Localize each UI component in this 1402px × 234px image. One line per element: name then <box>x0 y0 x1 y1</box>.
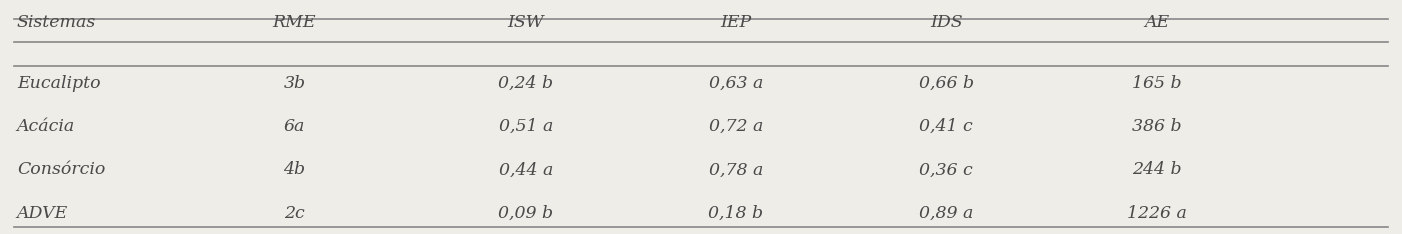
Text: Eucalipto: Eucalipto <box>17 75 101 92</box>
Text: 0,44 a: 0,44 a <box>499 161 552 179</box>
Text: ISW: ISW <box>508 14 544 31</box>
Text: 0,36 c: 0,36 c <box>920 161 973 179</box>
Text: 165 b: 165 b <box>1131 75 1182 92</box>
Text: 6a: 6a <box>283 118 306 135</box>
Text: 1226 a: 1226 a <box>1127 205 1186 222</box>
Text: RME: RME <box>272 14 317 31</box>
Text: 2c: 2c <box>285 205 304 222</box>
Text: 0,89 a: 0,89 a <box>920 205 973 222</box>
Text: 0,09 b: 0,09 b <box>498 205 554 222</box>
Text: 3b: 3b <box>283 75 306 92</box>
Text: IDS: IDS <box>930 14 963 31</box>
Text: 0,41 c: 0,41 c <box>920 118 973 135</box>
Text: 4b: 4b <box>283 161 306 179</box>
Text: 386 b: 386 b <box>1131 118 1182 135</box>
Text: 244 b: 244 b <box>1131 161 1182 179</box>
Text: IEP: IEP <box>721 14 751 31</box>
Text: Acácia: Acácia <box>17 118 76 135</box>
Text: 0,24 b: 0,24 b <box>498 75 554 92</box>
Text: AE: AE <box>1144 14 1169 31</box>
Text: 0,78 a: 0,78 a <box>709 161 763 179</box>
Text: Consórcio: Consórcio <box>17 161 105 179</box>
Text: 0,72 a: 0,72 a <box>709 118 763 135</box>
Text: 0,63 a: 0,63 a <box>709 75 763 92</box>
Text: ADVE: ADVE <box>17 205 69 222</box>
Text: 0,66 b: 0,66 b <box>918 75 974 92</box>
Text: 0,51 a: 0,51 a <box>499 118 552 135</box>
Text: 0,18 b: 0,18 b <box>708 205 764 222</box>
Text: Sistemas: Sistemas <box>17 14 97 31</box>
